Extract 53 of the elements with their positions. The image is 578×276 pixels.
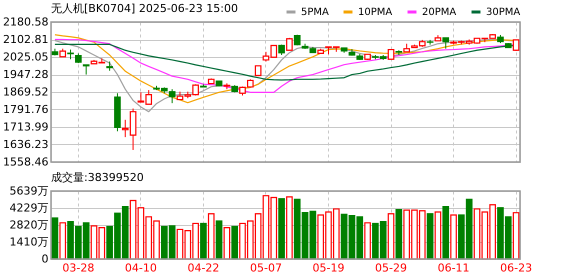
x-tick-label: 03-28 [62,262,94,274]
bar [388,213,394,260]
legend-label: 20PMA [422,7,456,18]
y-tick-label: 2820万 [10,218,48,232]
candlestick [106,61,113,72]
bar [278,198,285,260]
legend-label: 10PMA [358,7,392,18]
bar [426,213,434,260]
candlestick [294,34,301,46]
candlestick [67,49,74,60]
y-tick-label: 0 [42,252,48,266]
y-tick-label: 1791.76 [3,103,48,116]
y-tick-label: 1636.23 [3,138,48,151]
bar [442,206,450,260]
y-tick-label: 1713.99 [3,120,48,134]
candlestick [278,44,285,56]
x-tick-label: 05-07 [250,262,282,274]
candlestick [388,48,394,60]
x-tick-label: 05-29 [375,262,408,274]
bar [231,226,238,260]
x-tick-label: 06-11 [438,262,470,274]
candlestick [286,37,293,51]
candlestick [82,64,90,76]
bar [512,212,520,260]
candlestick [442,37,450,50]
chart-title: 无人机[BK0704] 2025-06-23 15:00 [51,2,238,15]
y-tick-label: 2025.05 [3,50,48,64]
x-tick-label: 06-23 [500,262,532,274]
y-tick-label: 1947.28 [3,68,48,81]
bar [200,222,207,260]
y-tick-label: 2180.58 [3,16,48,28]
legend-label: 5PMA [301,7,330,18]
bar [208,213,215,260]
bar [396,208,402,260]
bar [216,220,222,260]
y-tick-label: 4229万 [10,202,48,215]
y-tick-label: 5639万 [10,184,48,198]
bar [434,211,442,260]
bar [59,222,66,260]
bar [450,214,457,260]
x-tick-label: 04-10 [124,262,157,274]
bar [364,222,371,260]
y-tick-label: 1558.46 [3,156,48,168]
bar [224,227,230,260]
y-tick-label: 1869.52 [3,86,48,98]
chart-title: 成交量:38399520 [51,171,144,184]
candlestick [512,39,520,52]
y-tick-label: 2102.81 [3,33,48,46]
y-tick-label: 1410万 [10,235,48,248]
legend-label: 30PMA [486,7,520,18]
x-tick-label: 05-19 [312,262,344,274]
bar [286,196,293,260]
x-tick-label: 04-22 [187,262,220,274]
